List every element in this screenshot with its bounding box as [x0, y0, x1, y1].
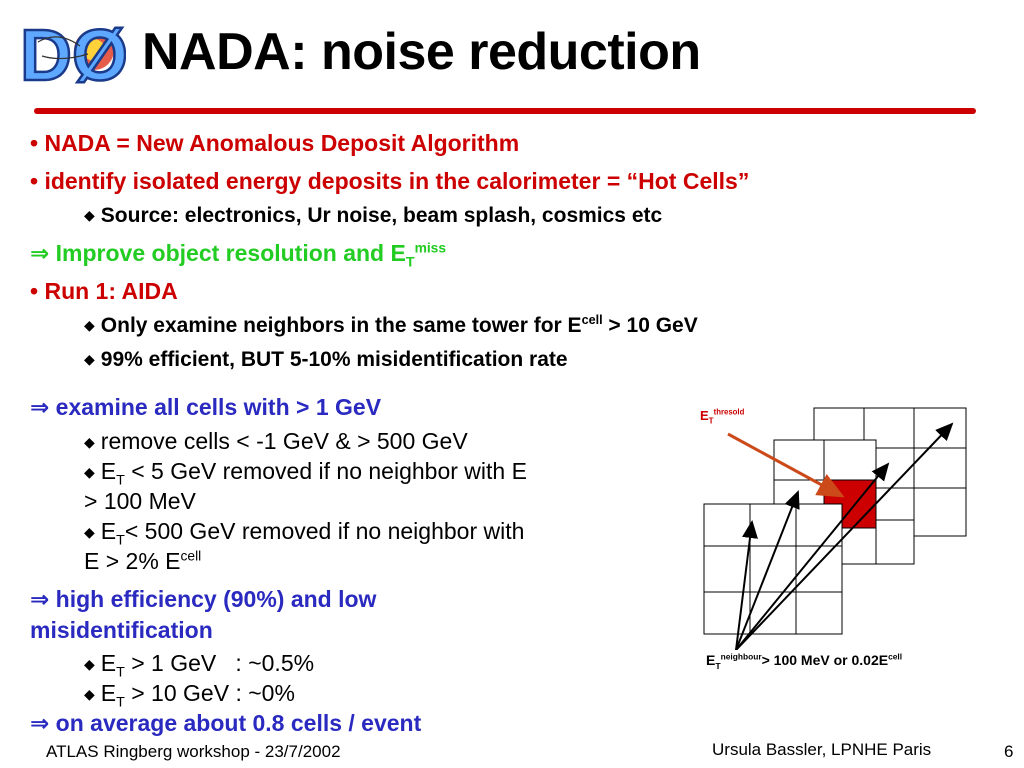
- diamond-bullet-icon: ◆: [84, 351, 95, 367]
- title-underline: [34, 108, 976, 114]
- sub-bullet-examine-neighbors: ◆ Only examine neighbors in the same towe…: [84, 313, 698, 337]
- arrow-examine-all-cells: ⇒ examine all cells with > 1 GeV: [30, 394, 382, 420]
- diamond-bullet-icon: ◆: [84, 434, 95, 450]
- diamond-bullet-icon: ◆: [84, 207, 95, 223]
- sub-bullet-et-500gev-line1: ◆ ET< 500 GeV removed if no neighbor with: [84, 518, 525, 549]
- arrow-high-efficiency-line1: ⇒ high efficiency (90%) and low: [30, 586, 377, 612]
- diamond-bullet-icon: ◆: [84, 524, 95, 540]
- page-number: 6: [1004, 742, 1014, 761]
- neighbour-threshold-label: ETneighbour> 100 MeV or 0.02Ecell: [706, 651, 903, 671]
- sub-bullet-et-10gev: ◆ ET > 10 GeV : ~0%: [84, 680, 295, 711]
- footer-workshop: ATLAS Ringberg workshop - 23/7/2002: [46, 742, 341, 761]
- logo-burst-icon: [74, 30, 114, 70]
- sub-bullet-et-5gev-line2: > 100 MeV: [84, 488, 196, 514]
- bullet-identify-hot-cells: • identify isolated energy deposits in t…: [30, 168, 750, 194]
- diamond-bullet-icon: ◆: [84, 464, 95, 480]
- front-cell-grid: [703, 503, 843, 635]
- logo-letters: DØ: [20, 16, 126, 88]
- sub-bullet-efficiency: ◆ 99% efficient, BUT 5-10% misidentificat…: [84, 348, 568, 371]
- diamond-bullet-icon: ◆: [84, 686, 95, 702]
- sub-bullet-remove-cells: ◆ remove cells < -1 GeV & > 500 GeV: [84, 428, 468, 454]
- bullet-run1-aida: • Run 1: AIDA: [30, 278, 178, 304]
- sub-bullet-et-1gev: ◆ ET > 1 GeV : ~0.5%: [84, 650, 315, 681]
- neighbour-arrows: [735, 422, 954, 650]
- threshold-arrow: [727, 432, 845, 498]
- sub-bullet-et-500gev-line2: E > 2% Ecell: [84, 548, 202, 574]
- sub-bullet-sources: ◆ Source: electronics, Ur noise, beam spl…: [84, 204, 663, 227]
- arrow-average-cells: ⇒ on average about 0.8 cells / event: [30, 710, 422, 736]
- calorimeter-cell-diagram: [703, 407, 967, 650]
- threshold-label: ETthresold: [700, 407, 745, 426]
- d0-logo: DØ: [19, 15, 126, 88]
- arrow-improve-resolution: ⇒ Improve object resolution and ETmiss: [30, 240, 447, 271]
- page-title: NADA: noise reduction: [142, 23, 701, 81]
- bullet-nada-definition: • NADA = New Anomalous Deposit Algorithm: [30, 130, 520, 156]
- footer-author: Ursula Bassler, LPNHE Paris: [712, 740, 932, 759]
- arrow-high-efficiency-line2: misidentification: [30, 617, 213, 643]
- diamond-bullet-icon: ◆: [84, 317, 95, 333]
- sub-bullet-et-5gev-line1: ◆ ET < 5 GeV removed if no neighbor with …: [84, 458, 527, 489]
- diamond-bullet-icon: ◆: [84, 656, 95, 672]
